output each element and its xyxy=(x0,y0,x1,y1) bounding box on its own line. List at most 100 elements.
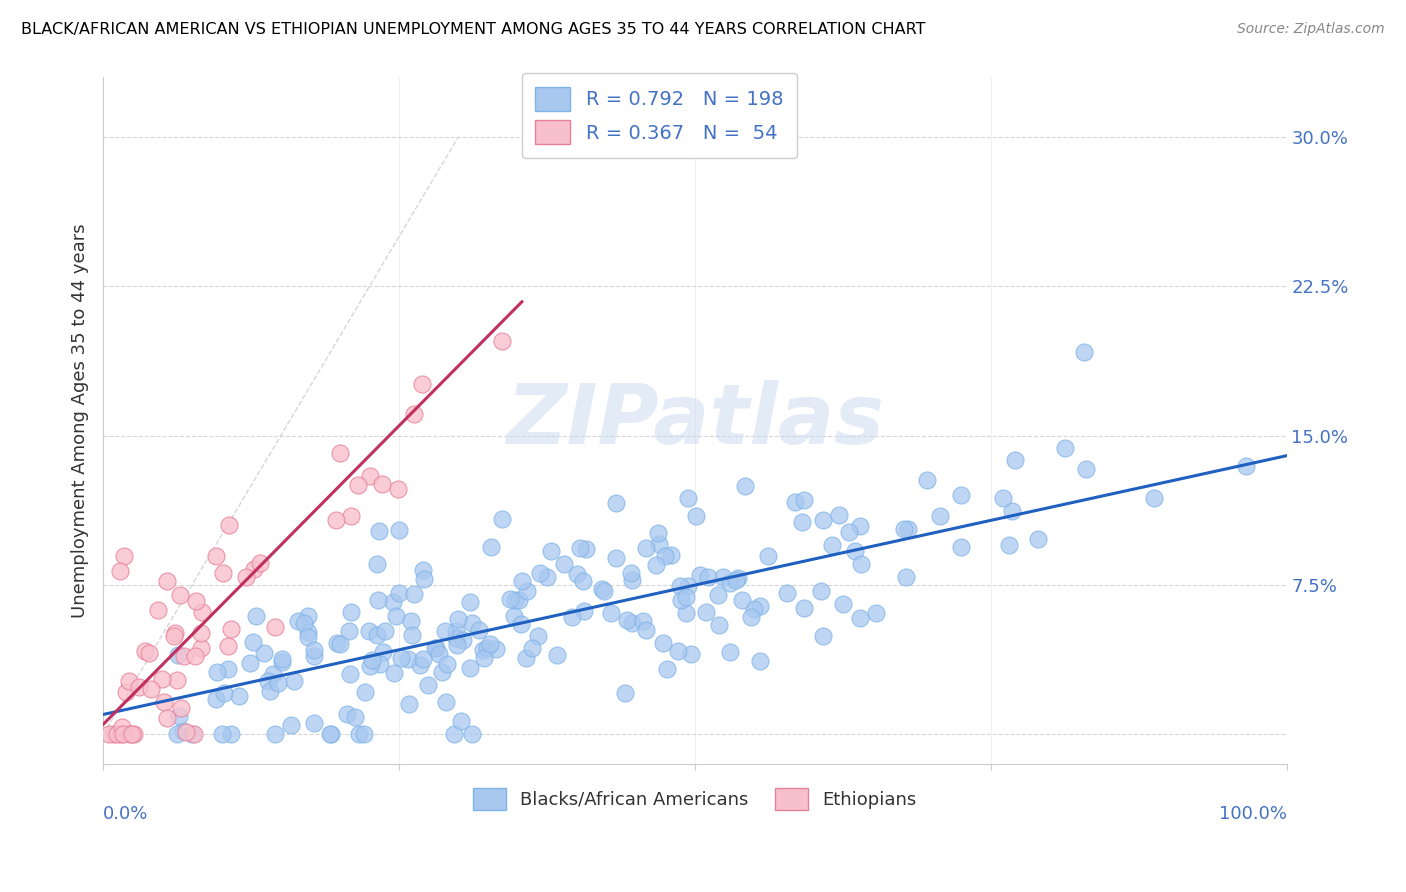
Point xyxy=(212,686,235,700)
Point xyxy=(412,652,434,666)
Point xyxy=(828,508,851,522)
Point xyxy=(928,508,950,523)
Point xyxy=(572,574,595,589)
Point xyxy=(651,636,673,650)
Point xyxy=(110,727,132,741)
Point xyxy=(297,631,319,645)
Point xyxy=(181,727,204,741)
Point xyxy=(546,648,568,662)
Point xyxy=(810,583,832,598)
Point xyxy=(695,605,717,619)
Point xyxy=(740,609,762,624)
Point xyxy=(697,569,720,583)
Point xyxy=(461,616,484,631)
Point xyxy=(128,681,150,695)
Point xyxy=(865,606,887,620)
Point xyxy=(262,666,284,681)
Point xyxy=(217,662,239,676)
Point xyxy=(235,570,257,584)
Point xyxy=(368,657,391,672)
Point xyxy=(239,657,262,671)
Point xyxy=(645,558,668,573)
Point xyxy=(389,651,412,665)
Point xyxy=(436,657,458,671)
Point xyxy=(633,614,655,628)
Point xyxy=(339,667,361,681)
Point xyxy=(401,628,423,642)
Point xyxy=(218,518,240,533)
Point xyxy=(347,477,370,491)
Point xyxy=(666,644,689,658)
Point xyxy=(491,512,513,526)
Point xyxy=(711,570,734,584)
Point xyxy=(118,674,141,689)
Point xyxy=(413,572,436,586)
Point xyxy=(536,570,558,584)
Point xyxy=(353,727,375,741)
Y-axis label: Unemployment Among Ages 35 to 44 years: Unemployment Among Ages 35 to 44 years xyxy=(72,224,89,618)
Point xyxy=(790,515,813,529)
Point xyxy=(613,686,636,700)
Point xyxy=(446,631,468,645)
Point xyxy=(297,625,319,640)
Point xyxy=(734,478,756,492)
Point xyxy=(707,588,730,602)
Point xyxy=(399,614,422,628)
Point xyxy=(357,624,380,639)
Point xyxy=(522,641,544,656)
Point xyxy=(730,593,752,607)
Point xyxy=(97,727,120,741)
Point xyxy=(616,613,638,627)
Point xyxy=(287,614,309,628)
Point xyxy=(134,644,156,658)
Point xyxy=(354,685,377,699)
Point xyxy=(485,641,508,656)
Point xyxy=(221,727,243,741)
Point xyxy=(108,564,131,578)
Point xyxy=(1073,345,1095,359)
Point xyxy=(446,638,468,652)
Point xyxy=(553,558,575,572)
Point xyxy=(718,644,741,658)
Point xyxy=(718,575,741,590)
Point xyxy=(302,643,325,657)
Point xyxy=(832,597,855,611)
Point xyxy=(785,494,807,508)
Point xyxy=(1074,462,1097,476)
Point xyxy=(418,678,440,692)
Point xyxy=(263,727,285,741)
Point xyxy=(894,569,917,583)
Point xyxy=(371,645,394,659)
Point xyxy=(271,655,294,669)
Point xyxy=(443,727,465,741)
Point xyxy=(359,469,381,483)
Point xyxy=(479,540,502,554)
Point xyxy=(398,652,420,666)
Point xyxy=(329,637,352,651)
Point xyxy=(503,593,526,607)
Point xyxy=(183,727,205,741)
Point xyxy=(820,538,842,552)
Point xyxy=(212,566,235,580)
Point xyxy=(103,727,125,741)
Point xyxy=(292,616,315,631)
Point xyxy=(156,711,179,725)
Point xyxy=(838,524,860,539)
Point xyxy=(503,609,526,624)
Point xyxy=(813,629,835,643)
Point xyxy=(1143,491,1166,505)
Point xyxy=(849,611,872,625)
Point xyxy=(917,473,939,487)
Point xyxy=(245,609,267,624)
Point xyxy=(509,617,531,632)
Point xyxy=(163,625,186,640)
Point xyxy=(510,574,533,588)
Point xyxy=(647,537,669,551)
Point xyxy=(749,654,772,668)
Point xyxy=(163,629,186,643)
Point xyxy=(685,509,707,524)
Point xyxy=(184,649,207,664)
Point xyxy=(434,695,457,709)
Point xyxy=(991,491,1014,505)
Point xyxy=(458,661,481,675)
